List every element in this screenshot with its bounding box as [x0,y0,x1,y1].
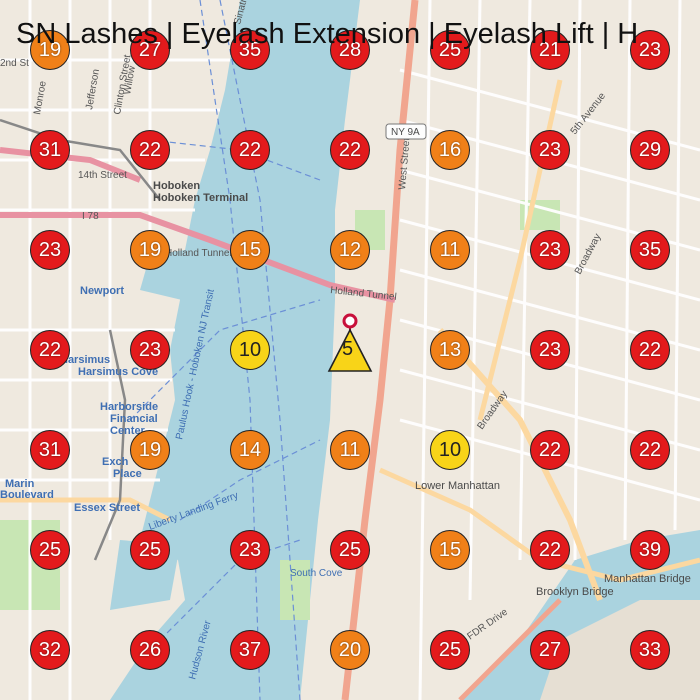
rank-marker[interactable]: 25 [30,530,70,570]
park-green [280,560,310,620]
rank-marker[interactable]: 22 [230,130,270,170]
label-newport: Newport [80,285,124,297]
rank-marker[interactable]: 23 [530,230,570,270]
rank-marker[interactable]: 19 [30,30,70,70]
label-manhattan-bridge: Manhattan Bridge [604,573,691,585]
rank-marker[interactable]: 33 [630,630,670,670]
rank-marker[interactable]: 26 [130,630,170,670]
label-second-street: 2nd St [0,58,29,69]
label-financial: Financial [110,413,158,425]
rank-marker[interactable]: 11 [430,230,470,270]
rank-marker[interactable]: 16 [430,130,470,170]
ny9a-shield: NY 9A [385,123,427,140]
rank-marker[interactable]: 22 [630,430,670,470]
label-west-street: West Street [397,137,413,190]
rank-marker[interactable]: 25 [430,630,470,670]
svg-text:NY 9A: NY 9A [391,127,420,138]
rank-marker[interactable]: 31 [30,130,70,170]
rank-marker[interactable]: 35 [630,230,670,270]
label-place: Place [113,468,142,480]
rank-marker[interactable]: 22 [130,130,170,170]
rank-marker[interactable]: 25 [430,30,470,70]
rank-marker[interactable]: 19 [130,430,170,470]
brooklyn-land [540,600,700,700]
label-exchange: Exch [102,456,129,468]
rank-marker[interactable]: 23 [30,230,70,270]
center-location[interactable] [327,313,373,372]
rank-marker[interactable]: 19 [130,230,170,270]
rank-marker[interactable]: 39 [630,530,670,570]
label-fourteenth-street: 14th Street [78,170,127,181]
rank-marker[interactable]: 25 [330,530,370,570]
rank-marker[interactable]: 29 [630,130,670,170]
rank-marker[interactable]: 23 [530,130,570,170]
label-willow: Willow [122,64,138,95]
rank-marker[interactable]: 14 [230,430,270,470]
label-harborside: Harborside [100,401,158,413]
label-holland-tunnel: Holland Tunnel [165,248,232,259]
label-essex-street: Essex Street [74,502,140,514]
center-rank-label: 5 [342,338,354,360]
label-harsimus: Harsimus [60,354,110,366]
label-marin: Marin [5,478,35,490]
label-lower-manhattan: Lower Manhattan [415,480,500,492]
rank-marker[interactable]: 28 [330,30,370,70]
railways [0,118,161,561]
label-south-cove: South Cove [290,568,343,579]
rank-marker[interactable]: 25 [130,530,170,570]
rank-marker[interactable]: 37 [230,630,270,670]
rank-marker[interactable]: 10 [430,430,470,470]
rank-marker[interactable]: 22 [630,330,670,370]
rank-marker[interactable]: 13 [430,330,470,370]
rank-marker[interactable]: 10 [230,330,270,370]
rank-marker[interactable]: 15 [230,230,270,270]
rank-marker[interactable]: 23 [230,530,270,570]
rank-marker[interactable]: 22 [530,530,570,570]
rank-marker[interactable]: 23 [130,330,170,370]
rank-marker[interactable]: 22 [530,430,570,470]
rank-marker[interactable]: 12 [330,230,370,270]
label-i78: I 78 [82,211,99,222]
rank-marker[interactable]: 32 [30,630,70,670]
rank-marker[interactable]: 23 [530,330,570,370]
rank-marker[interactable]: 21 [530,30,570,70]
label-brooklyn-bridge: Brooklyn Bridge [536,586,614,598]
rank-marker[interactable]: 11 [330,430,370,470]
label-hoboken-terminal: Hoboken Terminal [153,192,248,204]
rank-marker[interactable]: 35 [230,30,270,70]
rank-marker[interactable]: 20 [330,630,370,670]
rank-marker[interactable]: 15 [430,530,470,570]
rank-marker[interactable]: 22 [330,130,370,170]
rank-marker[interactable]: 23 [630,30,670,70]
rank-marker[interactable]: 22 [30,330,70,370]
rank-marker[interactable]: 27 [130,30,170,70]
map-title: SN Lashes | Eyelash Extension | Eyelash … [16,18,639,50]
label-hoboken: Hoboken [153,180,200,192]
location-pin-icon [342,313,358,329]
label-harsimus-cove: Harsimus Cove [78,366,158,378]
rank-marker[interactable]: 27 [530,630,570,670]
rank-marker[interactable]: 31 [30,430,70,470]
label-boulevard: Boulevard [0,489,54,501]
center-triangle-marker[interactable] [327,328,373,372]
